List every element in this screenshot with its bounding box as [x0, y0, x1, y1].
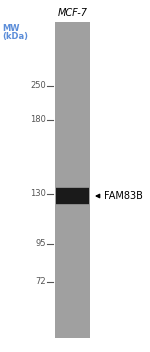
Bar	[56, 188, 89, 204]
Text: 250: 250	[30, 82, 46, 90]
Text: MCF-7: MCF-7	[57, 8, 87, 18]
Text: MW: MW	[2, 24, 20, 33]
Bar	[56, 187, 89, 205]
Text: 72: 72	[35, 277, 46, 287]
Bar	[55, 22, 90, 338]
Text: FAM83B: FAM83B	[104, 191, 143, 201]
Text: 130: 130	[30, 189, 46, 199]
Text: 180: 180	[30, 115, 46, 125]
Text: 95: 95	[36, 239, 46, 249]
Text: (kDa): (kDa)	[2, 32, 28, 41]
